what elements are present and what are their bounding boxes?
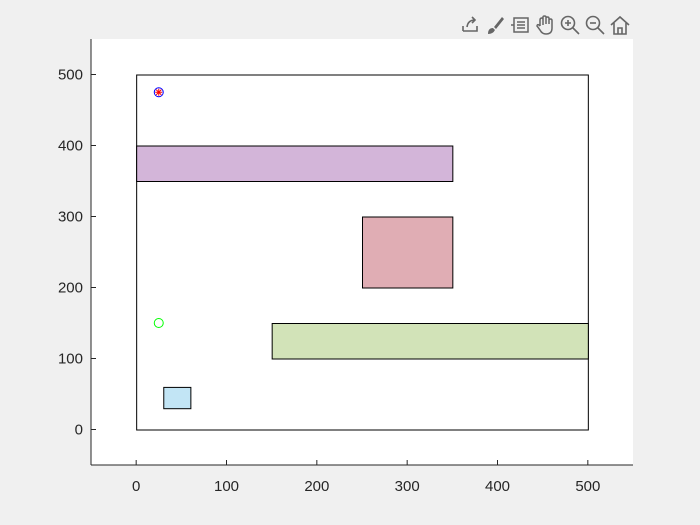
obstacle-purple <box>136 145 454 182</box>
boundary <box>136 74 589 431</box>
x-axis-ticks: 0 100 200 300 400 500 <box>132 460 600 495</box>
figure-toolbar <box>458 12 631 38</box>
marker-layer <box>153 87 164 328</box>
zoom-in-icon[interactable] <box>558 12 581 38</box>
x-tick-label: 100 <box>214 478 239 495</box>
x-tick-label: 400 <box>485 478 510 495</box>
obstacle-green <box>271 323 589 360</box>
y-axis-ticks: 0 100 200 300 400 500 <box>58 67 96 439</box>
export-icon[interactable] <box>458 12 481 38</box>
x-tick-label: 0 <box>132 478 140 495</box>
start-point <box>153 318 164 328</box>
y-tick-label: 0 <box>75 422 83 439</box>
brush-icon[interactable] <box>483 12 506 38</box>
x-tick-label: 300 <box>395 478 420 495</box>
y-tick-label: 200 <box>58 280 83 297</box>
obstacle-layer <box>136 74 589 431</box>
y-tick-label: 500 <box>58 67 83 84</box>
goal-circle <box>153 87 164 98</box>
zoom-out-icon[interactable] <box>583 12 606 38</box>
obstacle-red <box>362 216 454 289</box>
pan-icon[interactable] <box>533 12 556 38</box>
x-tick-label: 200 <box>304 478 329 495</box>
y-tick-label: 100 <box>58 351 83 368</box>
home-icon[interactable] <box>608 12 631 38</box>
y-tick-label: 400 <box>58 138 83 155</box>
y-tick-label: 300 <box>58 209 83 226</box>
data-tips-icon[interactable] <box>508 12 531 38</box>
obstacle-blue <box>163 386 192 410</box>
x-tick-label: 500 <box>575 478 600 495</box>
goal-star <box>155 88 163 96</box>
